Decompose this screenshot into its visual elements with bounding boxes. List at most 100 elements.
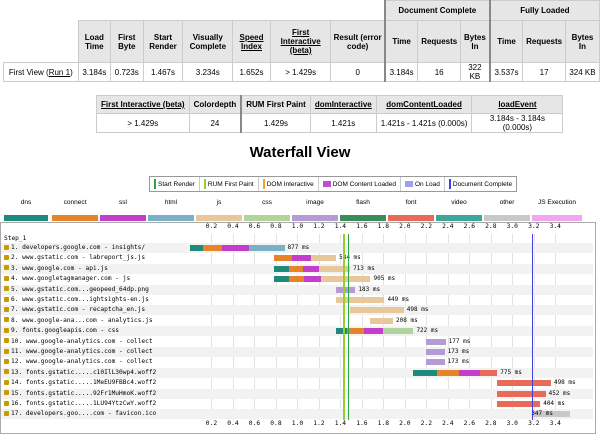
request-url: 1. developers.google.com - insights/ <box>11 244 146 251</box>
request-url: 15. fonts.gstatic.....92Fr1MuHmoK.woff2 <box>11 389 157 397</box>
request-url: 11. www.google-analytics.com - collect <box>11 348 153 355</box>
request-row[interactable]: 9. fonts.googleapis.com - css 722 ms <box>1 326 593 337</box>
dom-interactive-link[interactable]: domInteractive <box>314 100 372 109</box>
request-row[interactable]: 1. developers.google.com - insights/877 … <box>1 243 593 253</box>
legend-swatch <box>262 179 265 189</box>
request-row[interactable]: 5. www.gstatic.com...geopeed_64dp.png 183… <box>1 284 593 295</box>
waterfall-title: Waterfall View <box>249 144 351 161</box>
value-doc-time: 3.184s <box>383 62 419 82</box>
axis-tick-label: 1.6 <box>356 223 368 230</box>
axis-tick-label: 2.6 <box>463 223 475 230</box>
request-label[interactable]: 2. www.gstatic.com - labreport_js.js <box>4 253 145 263</box>
lock-icon <box>4 296 9 302</box>
request-label[interactable]: 15. fonts.gstatic.....92Fr1MuHmoK.woff2 <box>4 389 156 399</box>
timing-segment <box>302 265 319 272</box>
request-row[interactable]: 12. www.google-analytics.com - collect 17… <box>1 357 593 367</box>
request-label[interactable]: 17. developers.goo....com - favicon.ico <box>4 409 156 419</box>
request-label[interactable]: 13. fonts.gstatic.....c10IlL30wp4.woff2 <box>4 368 156 378</box>
legend-type-label: dns <box>20 199 32 206</box>
legend-type-js: js <box>196 199 242 223</box>
timing-segment <box>346 328 365 335</box>
value-start-render: 1.467s <box>142 62 184 82</box>
timing-segment <box>426 349 445 355</box>
request-label[interactable]: 1. developers.google.com - insights/ <box>4 243 145 253</box>
request-url: 2. www.gstatic.com - labreport_js.js <box>11 254 146 262</box>
value-full-bytes: 324 KB <box>564 62 600 82</box>
axis-tick-label: 2.8 <box>485 420 497 427</box>
lock-icon <box>4 317 9 323</box>
request-label[interactable]: 16. fonts.gstatic.....1LU94YtzCwY.woff2 <box>4 399 156 409</box>
timing-segment <box>318 265 351 272</box>
request-duration: 905 ms <box>373 275 396 283</box>
legend-rum-first-paint: RUM First Paint <box>200 177 259 191</box>
header-result: Result (error code) <box>330 20 386 63</box>
axis-tick-label: 3.0 <box>506 223 518 230</box>
request-label[interactable]: 12. www.google-analytics.com - collect <box>4 357 153 367</box>
lock-icon <box>4 369 9 375</box>
header-load-time: Load Time <box>77 20 112 63</box>
legend-type-swatch <box>244 215 290 221</box>
request-label[interactable]: 7. www.gstatic.com - recaptcha_en.js <box>4 305 145 315</box>
request-row[interactable]: 14. fonts.gstatic.....1MeEU9FBBc4.woff2 4… <box>1 378 593 388</box>
request-row[interactable]: 10. www.google-analytics.com - collect 17… <box>1 337 593 347</box>
event-marker-line <box>532 234 534 420</box>
dom-content-loaded-link[interactable]: domContentLoaded <box>386 100 462 109</box>
request-row[interactable]: 7. www.gstatic.com - recaptcha_en.js 498 … <box>1 305 593 316</box>
timing-segment <box>202 245 223 251</box>
metric-header-rum-first-paint: RUM First Paint <box>240 95 311 114</box>
legend-type-js-execution: JS Execution <box>532 199 582 223</box>
legend-type-flash: flash <box>340 199 386 223</box>
document-complete-header: Document Complete <box>383 0 491 21</box>
request-row[interactable]: 8. www.google-ana...com - analytics.js 20… <box>1 316 593 326</box>
legend-type-video: video <box>436 199 482 223</box>
first-interactive-link[interactable]: First Interactive (beta) <box>280 28 321 55</box>
request-row[interactable]: 16. fonts.gstatic.....1LU94YtzCwY.woff2 4… <box>1 399 593 409</box>
time-axis-bottom: 0.2 0.4 0.6 0.8 1.0 1.2 1.4 1.6 1.8 2.0 2.2 2.4 2.6 2… <box>190 420 600 430</box>
request-row[interactable]: 17. developers.goo....com - favicon.ico 3… <box>1 409 593 420</box>
lock-icon <box>4 390 9 396</box>
timing-segment <box>288 276 304 283</box>
request-url: 12. www.google-analytics.com - collect <box>11 358 153 366</box>
request-row[interactable]: 15. fonts.gstatic.....92Fr1MuHmoK.woff2 4… <box>1 388 593 399</box>
metric-header-load-event[interactable]: loadEvent <box>471 95 564 114</box>
header-speed-index[interactable]: Speed Index <box>232 20 271 63</box>
request-label[interactable]: 4. www.googletagmanager.com - js <box>4 274 130 284</box>
timing-segment <box>336 297 385 303</box>
request-label[interactable]: 5. www.gstatic.com...geopeed_64dp.png <box>4 285 149 295</box>
request-duration: 449 ms <box>387 296 410 303</box>
header-first-interactive[interactable]: First Interactive (beta) <box>269 20 332 63</box>
metric-header-first-interactive[interactable]: First Interactive (beta) <box>96 95 190 114</box>
request-label[interactable]: 6. www.gstatic.com...ightsights-en.js <box>4 295 149 305</box>
axis-tick-label: 1.0 <box>291 420 304 427</box>
request-label[interactable]: 3. www.google.com - api.js <box>4 264 108 274</box>
request-row[interactable]: 4. www.googletagmanager.com - js 905 ms <box>1 274 593 284</box>
request-label[interactable]: 14. fonts.gstatic.....1MeEU9FBBc4.woff2 <box>4 378 156 388</box>
axis-tick-label: 3.2 <box>528 223 540 230</box>
metric-header-dom-content-loaded[interactable]: domContentLoaded <box>375 95 473 114</box>
axis-tick-label: 2.4 <box>442 223 454 230</box>
request-row[interactable]: 3. www.google.com - api.js 713 ms <box>1 263 593 274</box>
request-url: 13. fonts.gstatic.....c10IlL30wp4.woff2 <box>11 368 157 376</box>
metric-dom-content-loaded: 1.421s - 1.421s (0.000s) <box>375 113 473 133</box>
load-event-link[interactable]: loadEvent <box>498 100 537 109</box>
request-label[interactable]: 9. fonts.googleapis.com - css <box>4 326 119 336</box>
metric-header-dom-interactive[interactable]: domInteractive <box>309 95 377 114</box>
request-row[interactable]: 6. www.gstatic.com...ightsights-en.js 449… <box>1 295 593 305</box>
legend-type-label: js <box>216 199 222 206</box>
request-label[interactable]: 10. www.google-analytics.com - collect <box>4 337 153 347</box>
request-label[interactable]: 8. www.google-ana...com - analytics.js <box>4 316 153 326</box>
run-1-link[interactable]: Run 1 <box>48 67 71 77</box>
timing-segment <box>190 245 203 251</box>
row-label-text: First View ( <box>8 67 49 77</box>
summary-table: Document Complete Fully Loaded Load Time… <box>3 0 600 82</box>
speed-index-link[interactable]: Speed Index <box>239 32 264 51</box>
legend-type-swatch <box>196 215 242 221</box>
first-interactive-link-2[interactable]: First Interactive (beta) <box>101 100 185 109</box>
request-row[interactable]: 11. www.google-analytics.com - collect 17… <box>1 347 593 357</box>
legend-type-swatch <box>52 215 98 221</box>
request-row[interactable]: 2. www.gstatic.com - labreport_js.js 584 … <box>1 253 593 263</box>
request-label[interactable]: 11. www.google-analytics.com - collect <box>4 347 153 357</box>
request-row[interactable]: 13. fonts.gstatic.....c10IlL30wp4.woff2 7… <box>1 367 593 378</box>
axis-tick-label: 0.2 <box>205 223 218 230</box>
request-duration: 177 ms <box>448 337 471 345</box>
